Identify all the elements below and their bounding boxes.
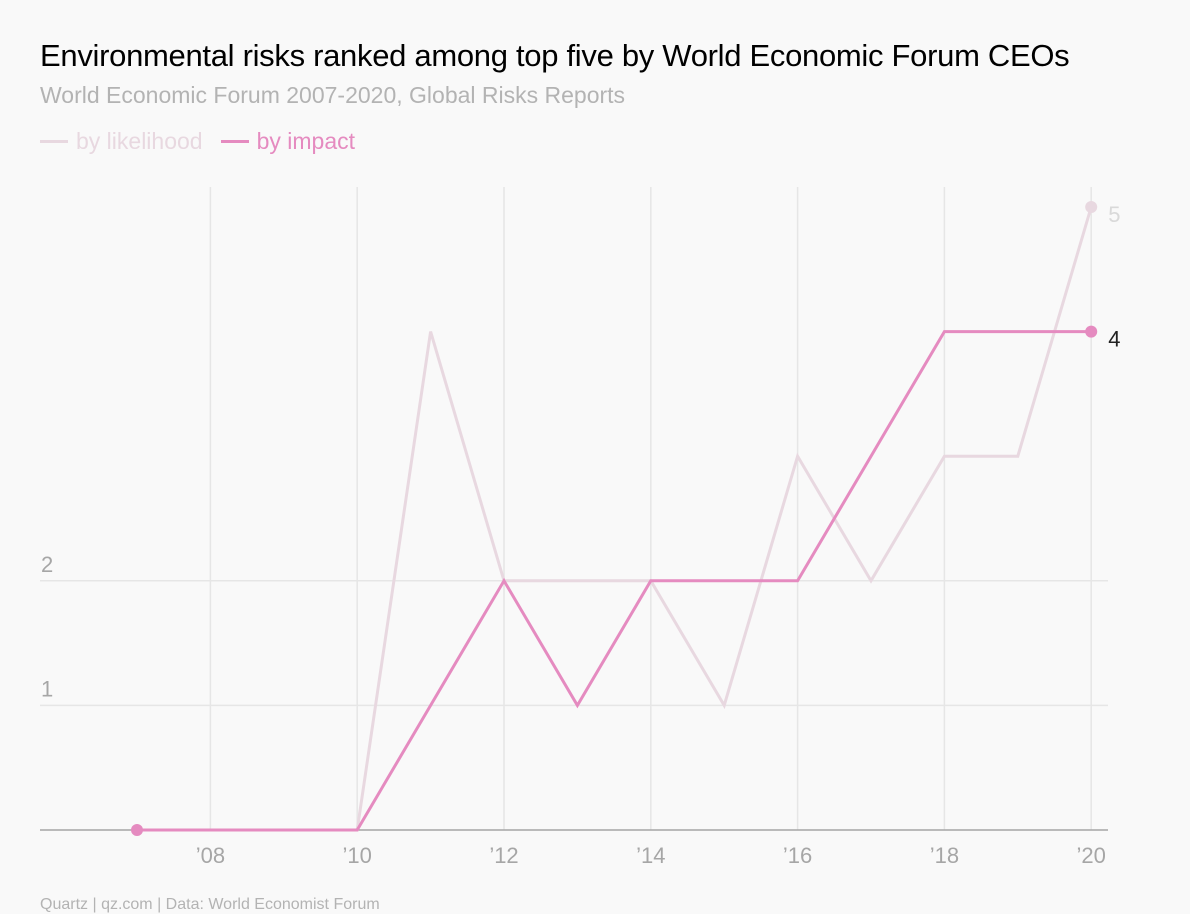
legend-swatch-impact	[220, 140, 249, 143]
legend-label-impact: by impact	[256, 128, 356, 154]
end-point-likelihood	[1085, 201, 1098, 213]
x-tick-label: ’10	[343, 843, 372, 868]
source-note: Quartz | qz.com | Data: World Economist …	[40, 896, 380, 913]
x-tick-label: ’16	[783, 843, 812, 868]
end-label-impact: 4	[1108, 327, 1120, 352]
x-tick-label: ’20	[1077, 843, 1106, 868]
legend-item-likelihood: by likelihood	[40, 128, 203, 155]
x-tick-label: ’18	[930, 843, 959, 868]
x-tick-label: ’12	[489, 843, 518, 868]
start-point-impact	[131, 824, 143, 836]
y-tick-label: 1	[41, 676, 53, 701]
chart-legend: by likelihood by impact	[40, 128, 355, 155]
series-line-likelihood	[137, 206, 1093, 832]
end-point-impact	[1085, 325, 1098, 338]
legend-swatch-likelihood	[40, 140, 68, 143]
x-tick-label: ’14	[636, 843, 665, 868]
y-tick-label: 2	[41, 552, 53, 577]
x-tick-label: ’08	[196, 843, 225, 868]
end-label-likelihood: 5	[1108, 202, 1120, 227]
chart-subtitle: World Economic Forum 2007-2020, Global R…	[40, 82, 626, 108]
legend-item-impact: by impact	[220, 128, 356, 155]
series-line-impact	[137, 330, 1092, 832]
legend-label-likelihood: by likelihood	[76, 128, 203, 154]
chart-title: Environmental risks ranked among top fiv…	[40, 38, 1070, 73]
